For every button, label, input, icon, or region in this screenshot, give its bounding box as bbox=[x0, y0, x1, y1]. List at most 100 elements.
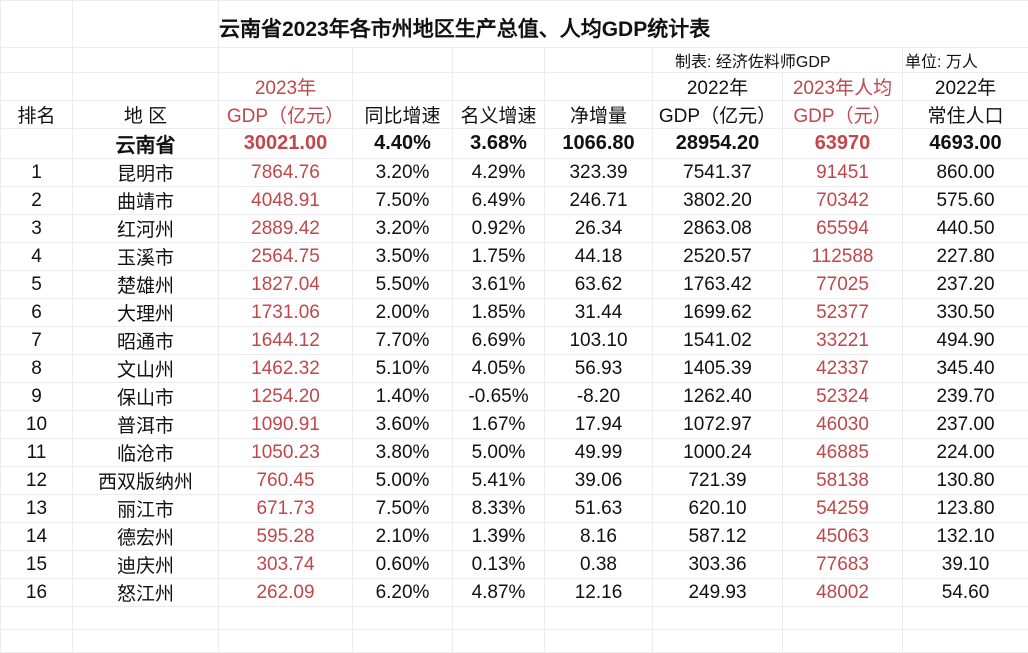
cell-yoy: 2.10% bbox=[353, 523, 453, 551]
cell-net: 17.94 bbox=[545, 411, 653, 439]
cell-region: 保山市 bbox=[73, 383, 219, 411]
cell-percap: 33221 bbox=[783, 327, 903, 355]
table-title: 云南省2023年各市州地区生产总值、人均GDP统计表 bbox=[219, 1, 1028, 48]
cell-net: 323.39 bbox=[545, 159, 653, 187]
cell-pop: 345.40 bbox=[903, 355, 1028, 383]
cell-region: 临沧市 bbox=[73, 439, 219, 467]
cell-net: 39.06 bbox=[545, 467, 653, 495]
cell-rank: 2 bbox=[1, 187, 73, 215]
cell-rank: 9 bbox=[1, 383, 73, 411]
cell-region: 丽江市 bbox=[73, 495, 219, 523]
header-gdp2022-year: 2022年 bbox=[653, 73, 783, 101]
cell-net: 0.38 bbox=[545, 551, 653, 579]
cell-nominal: -0.65% bbox=[453, 383, 545, 411]
cell-gdp2023: 303.74 bbox=[219, 551, 353, 579]
cell-pop: 494.90 bbox=[903, 327, 1028, 355]
cell-percap: 45063 bbox=[783, 523, 903, 551]
cell-rank: 8 bbox=[1, 355, 73, 383]
header-rank: 排名 bbox=[1, 101, 73, 129]
province-row: 云南省 30021.00 4.40% 3.68% 1066.80 28954.2… bbox=[1, 129, 1028, 159]
cell-gdp2022: 1699.62 bbox=[653, 299, 783, 327]
cell-percap: 91451 bbox=[783, 159, 903, 187]
cell-rank: 10 bbox=[1, 411, 73, 439]
cell-yoy: 3.60% bbox=[353, 411, 453, 439]
cell-gdp2023: 7864.76 bbox=[219, 159, 353, 187]
cell-gdp2023: 1462.32 bbox=[219, 355, 353, 383]
cell-net: 63.62 bbox=[545, 271, 653, 299]
cell-gdp2023: 1254.20 bbox=[219, 383, 353, 411]
cell-region: 楚雄州 bbox=[73, 271, 219, 299]
cell-pop: 39.10 bbox=[903, 551, 1028, 579]
cell-percap: 77683 bbox=[783, 551, 903, 579]
cell-nominal: 4.29% bbox=[453, 159, 545, 187]
cell-gdp2022: 721.39 bbox=[653, 467, 783, 495]
cell-nominal: 8.33% bbox=[453, 495, 545, 523]
cell-pop: 239.70 bbox=[903, 383, 1028, 411]
cell-pop: 54.60 bbox=[903, 579, 1028, 607]
cell-yoy: 5.50% bbox=[353, 271, 453, 299]
cell-percap: 58138 bbox=[783, 467, 903, 495]
cell-yoy: 5.00% bbox=[353, 467, 453, 495]
cell-gdp2022: 249.93 bbox=[653, 579, 783, 607]
cell-pop: 860.00 bbox=[903, 159, 1028, 187]
cell-nominal: 0.92% bbox=[453, 215, 545, 243]
header-gdp2022: GDP（亿元） bbox=[653, 101, 783, 129]
cell-yoy: 7.50% bbox=[353, 187, 453, 215]
cell-net: 56.93 bbox=[545, 355, 653, 383]
cell-yoy: 5.10% bbox=[353, 355, 453, 383]
cell-gdp2022: 3802.20 bbox=[653, 187, 783, 215]
cell-rank: 11 bbox=[1, 439, 73, 467]
cell-nominal: 5.41% bbox=[453, 467, 545, 495]
cell-nominal: 0.13% bbox=[453, 551, 545, 579]
cell-yoy: 3.20% bbox=[353, 215, 453, 243]
cell-region: 大理州 bbox=[73, 299, 219, 327]
cell-rank: 12 bbox=[1, 467, 73, 495]
cell-pop: 237.20 bbox=[903, 271, 1028, 299]
cell-gdp2023: 1644.12 bbox=[219, 327, 353, 355]
header-gdp2023-year: 2023年 bbox=[219, 73, 353, 101]
cell-pop: 575.60 bbox=[903, 187, 1028, 215]
cell-net: 12.16 bbox=[545, 579, 653, 607]
cell-gdp2022: 1072.97 bbox=[653, 411, 783, 439]
cell-percap: 54259 bbox=[783, 495, 903, 523]
cell-pop: 237.00 bbox=[903, 411, 1028, 439]
cell-region: 昆明市 bbox=[73, 159, 219, 187]
cell-pop: 330.50 bbox=[903, 299, 1028, 327]
cell-rank: 6 bbox=[1, 299, 73, 327]
cell-gdp2022: 2863.08 bbox=[653, 215, 783, 243]
cell-gdp2022: 7541.37 bbox=[653, 159, 783, 187]
cell-region: 红河州 bbox=[73, 215, 219, 243]
cell-net: 44.18 bbox=[545, 243, 653, 271]
cell-region: 德宏州 bbox=[73, 523, 219, 551]
cell-gdp2023: 1050.23 bbox=[219, 439, 353, 467]
cell-nominal: 6.69% bbox=[453, 327, 545, 355]
cell-percap: 46030 bbox=[783, 411, 903, 439]
header-net: 净增量 bbox=[545, 101, 653, 129]
cell-nominal: 3.61% bbox=[453, 271, 545, 299]
cell-gdp2023: 262.09 bbox=[219, 579, 353, 607]
cell-pop: 123.80 bbox=[903, 495, 1028, 523]
cell-percap: 52324 bbox=[783, 383, 903, 411]
cell-region: 昭通市 bbox=[73, 327, 219, 355]
header-pop-year: 2022年 bbox=[903, 73, 1028, 101]
cell-nominal: 4.05% bbox=[453, 355, 545, 383]
cell-percap: 48002 bbox=[783, 579, 903, 607]
cell-rank: 5 bbox=[1, 271, 73, 299]
cell-gdp2023: 2889.42 bbox=[219, 215, 353, 243]
cell-pop: 224.00 bbox=[903, 439, 1028, 467]
header-percap-year: 2023年人均 bbox=[783, 73, 903, 101]
cell-gdp2023: 2564.75 bbox=[219, 243, 353, 271]
cell-rank: 3 bbox=[1, 215, 73, 243]
cell-gdp2023: 595.28 bbox=[219, 523, 353, 551]
cell-gdp2022: 1763.42 bbox=[653, 271, 783, 299]
province-pop: 4693.00 bbox=[903, 129, 1028, 159]
cell-yoy: 7.50% bbox=[353, 495, 453, 523]
cell-pop: 227.80 bbox=[903, 243, 1028, 271]
